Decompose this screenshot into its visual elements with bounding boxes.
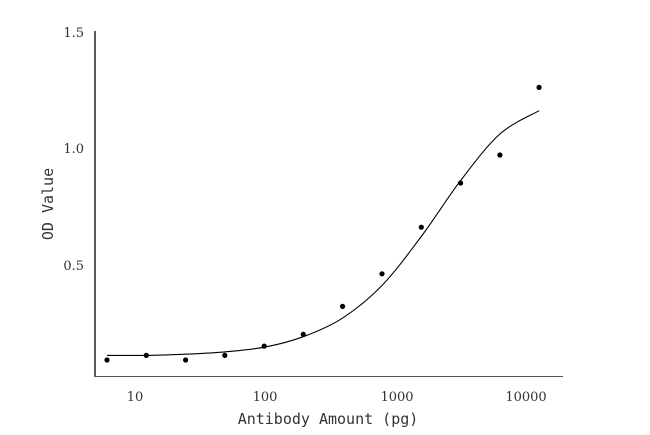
x-tick-label: 10: [127, 390, 144, 405]
y-tick-label: 0.5: [63, 259, 84, 274]
data-point: [418, 224, 424, 230]
x-tick-label: 1000: [380, 390, 413, 405]
data-point: [222, 352, 228, 358]
data-point: [497, 152, 503, 158]
x-tick-label: 100: [253, 390, 278, 405]
data-point: [261, 343, 267, 349]
data-point: [458, 180, 464, 186]
data-points: [104, 84, 542, 363]
data-point: [379, 271, 385, 277]
fitted-curve-line: [106, 110, 540, 357]
y-tick-label: 1.0: [63, 142, 84, 157]
y-tick-labels: 1.5 1.0 0.5: [63, 26, 84, 274]
data-point: [183, 357, 189, 363]
data-point: [340, 303, 346, 309]
data-point: [104, 357, 110, 363]
data-point: [143, 352, 149, 358]
y-tick-label: 1.5: [63, 26, 84, 41]
x-axis-title: Antibody Amount (pg): [238, 410, 419, 428]
fitted-curve: [106, 110, 540, 357]
data-point: [536, 84, 542, 90]
x-tick-labels: 10 100 1000 10000: [127, 390, 547, 405]
y-axis-title: OD Value: [39, 168, 57, 240]
x-tick-label: 10000: [505, 390, 546, 405]
data-point: [300, 331, 306, 337]
